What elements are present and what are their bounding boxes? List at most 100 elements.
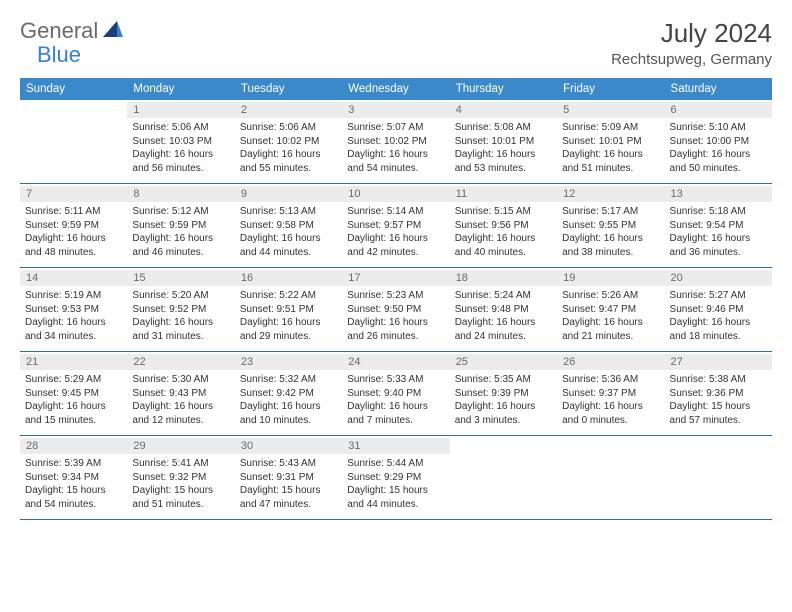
day-cell: 12Sunrise: 5:17 AMSunset: 9:55 PMDayligh… [557, 184, 664, 267]
day-number: 4 [450, 102, 557, 118]
day-header-sat: Saturday [665, 78, 772, 100]
day-info-line: Daylight: 16 hours [25, 400, 122, 414]
day-number: 3 [342, 102, 449, 118]
week-row: 14Sunrise: 5:19 AMSunset: 9:53 PMDayligh… [20, 268, 772, 352]
day-info-line: and 38 minutes. [562, 246, 659, 260]
day-info-line: and 31 minutes. [132, 330, 229, 344]
day-info-line: Sunrise: 5:12 AM [132, 205, 229, 219]
day-cell: 19Sunrise: 5:26 AMSunset: 9:47 PMDayligh… [557, 268, 664, 351]
day-info-line: and 18 minutes. [670, 330, 767, 344]
day-info-line: Sunrise: 5:11 AM [25, 205, 122, 219]
day-info-line: and 51 minutes. [562, 162, 659, 176]
day-info-line: and 36 minutes. [670, 246, 767, 260]
day-info-line: Sunrise: 5:35 AM [455, 373, 552, 387]
day-info-line: Daylight: 16 hours [132, 400, 229, 414]
day-info-line: Sunset: 9:48 PM [455, 303, 552, 317]
day-info-line: Sunrise: 5:30 AM [132, 373, 229, 387]
day-info-line: Daylight: 16 hours [347, 232, 444, 246]
day-info-line: Daylight: 16 hours [240, 232, 337, 246]
day-info-line: Daylight: 16 hours [240, 316, 337, 330]
day-info-line: Sunrise: 5:18 AM [670, 205, 767, 219]
day-cell [557, 436, 664, 519]
day-info-line: Sunset: 9:58 PM [240, 219, 337, 233]
day-number: 12 [557, 186, 664, 202]
day-cell: 20Sunrise: 5:27 AMSunset: 9:46 PMDayligh… [665, 268, 772, 351]
day-number: 30 [235, 438, 342, 454]
day-number: 15 [127, 270, 234, 286]
day-info-line: and 7 minutes. [347, 414, 444, 428]
day-info-line: Sunset: 9:50 PM [347, 303, 444, 317]
day-header-tue: Tuesday [235, 78, 342, 100]
calendar: Sunday Monday Tuesday Wednesday Thursday… [20, 78, 772, 520]
day-info-line: Daylight: 16 hours [670, 316, 767, 330]
location-label: Rechtsupweg, Germany [611, 51, 772, 68]
day-info-line: Sunrise: 5:36 AM [562, 373, 659, 387]
day-number: 8 [127, 186, 234, 202]
day-cell: 29Sunrise: 5:41 AMSunset: 9:32 PMDayligh… [127, 436, 234, 519]
day-info-line: and 44 minutes. [240, 246, 337, 260]
day-number: 19 [557, 270, 664, 286]
day-info-line: and 12 minutes. [132, 414, 229, 428]
day-cell: 27Sunrise: 5:38 AMSunset: 9:36 PMDayligh… [665, 352, 772, 435]
day-number: 20 [665, 270, 772, 286]
day-info-line: and 51 minutes. [132, 498, 229, 512]
day-info-line: Daylight: 16 hours [455, 400, 552, 414]
day-header-row: Sunday Monday Tuesday Wednesday Thursday… [20, 78, 772, 100]
day-cell: 18Sunrise: 5:24 AMSunset: 9:48 PMDayligh… [450, 268, 557, 351]
day-info-line: and 54 minutes. [25, 498, 122, 512]
day-info-line: Sunset: 9:45 PM [25, 387, 122, 401]
day-info-line: Sunset: 9:39 PM [455, 387, 552, 401]
day-info-line: Sunset: 9:53 PM [25, 303, 122, 317]
week-row: 21Sunrise: 5:29 AMSunset: 9:45 PMDayligh… [20, 352, 772, 436]
day-number: 17 [342, 270, 449, 286]
day-number: 9 [235, 186, 342, 202]
day-info-line: Sunrise: 5:13 AM [240, 205, 337, 219]
day-info-line: Sunrise: 5:23 AM [347, 289, 444, 303]
day-cell [20, 100, 127, 183]
day-number: 31 [342, 438, 449, 454]
day-info-line: and 34 minutes. [25, 330, 122, 344]
day-number: 29 [127, 438, 234, 454]
day-info-line: and 10 minutes. [240, 414, 337, 428]
day-info-line: Daylight: 15 hours [670, 400, 767, 414]
day-number: 13 [665, 186, 772, 202]
day-info-line: Daylight: 16 hours [132, 316, 229, 330]
day-info-line: Daylight: 16 hours [455, 316, 552, 330]
day-info-line: Sunrise: 5:07 AM [347, 121, 444, 135]
day-info-line: Sunset: 9:51 PM [240, 303, 337, 317]
day-header-thu: Thursday [450, 78, 557, 100]
day-cell: 22Sunrise: 5:30 AMSunset: 9:43 PMDayligh… [127, 352, 234, 435]
day-cell: 28Sunrise: 5:39 AMSunset: 9:34 PMDayligh… [20, 436, 127, 519]
day-info-line: and 55 minutes. [240, 162, 337, 176]
day-number: 5 [557, 102, 664, 118]
day-info-line: Sunset: 9:34 PM [25, 471, 122, 485]
day-info-line: Sunrise: 5:33 AM [347, 373, 444, 387]
day-info-line: Daylight: 16 hours [132, 232, 229, 246]
day-info-line: Sunset: 9:54 PM [670, 219, 767, 233]
day-info-line: Sunset: 9:42 PM [240, 387, 337, 401]
day-cell: 8Sunrise: 5:12 AMSunset: 9:59 PMDaylight… [127, 184, 234, 267]
day-info-line: and 50 minutes. [670, 162, 767, 176]
week-row: 28Sunrise: 5:39 AMSunset: 9:34 PMDayligh… [20, 436, 772, 520]
day-number [665, 438, 772, 456]
day-number: 6 [665, 102, 772, 118]
day-number: 24 [342, 354, 449, 370]
day-info-line: and 42 minutes. [347, 246, 444, 260]
day-cell: 7Sunrise: 5:11 AMSunset: 9:59 PMDaylight… [20, 184, 127, 267]
day-info-line: Daylight: 15 hours [347, 484, 444, 498]
day-info-line: Sunrise: 5:08 AM [455, 121, 552, 135]
day-info-line: Daylight: 16 hours [347, 400, 444, 414]
day-cell [665, 436, 772, 519]
day-info-line: and 53 minutes. [455, 162, 552, 176]
day-info-line: Sunset: 9:37 PM [562, 387, 659, 401]
day-number: 16 [235, 270, 342, 286]
day-number [450, 438, 557, 456]
day-info-line: Daylight: 16 hours [240, 148, 337, 162]
day-info-line: Sunrise: 5:10 AM [670, 121, 767, 135]
day-cell: 16Sunrise: 5:22 AMSunset: 9:51 PMDayligh… [235, 268, 342, 351]
day-info-line: Sunrise: 5:20 AM [132, 289, 229, 303]
day-info-line: Daylight: 15 hours [132, 484, 229, 498]
day-cell: 17Sunrise: 5:23 AMSunset: 9:50 PMDayligh… [342, 268, 449, 351]
day-info-line: Sunrise: 5:29 AM [25, 373, 122, 387]
day-info-line: Sunrise: 5:39 AM [25, 457, 122, 471]
